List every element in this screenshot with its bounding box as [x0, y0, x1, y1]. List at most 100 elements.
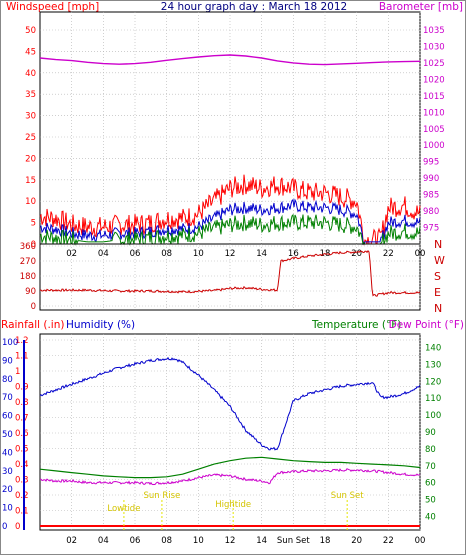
rainfall-axis-label: Rainfall (.in) — [1, 319, 64, 331]
dew-point-axis-label: Dew Point (°F) — [389, 319, 464, 331]
barometer-tick-label: 1010 — [423, 108, 445, 118]
barometer-tick-label: 1020 — [423, 75, 445, 85]
rainfall-tick-label: 0.2 — [15, 491, 29, 501]
barometer-tick-label: 1005 — [423, 125, 445, 135]
direction-tick-label: 270 — [20, 257, 36, 267]
x-tick-label: 06 — [130, 536, 141, 546]
humidity-tick-label: 100 — [2, 338, 18, 348]
x-tick-label: 00 — [415, 536, 426, 546]
event-label: Lowtide — [107, 504, 140, 514]
rainfall-tick-label: 0.1 — [15, 507, 29, 517]
humidity-axis-label: Humidity (%) — [66, 319, 135, 331]
barometer-tick-label: 1025 — [423, 59, 445, 69]
temperature-tick-label: 80 — [425, 445, 436, 455]
barometer-tick-label: 980 — [423, 207, 439, 217]
event-label: Sun Rise — [144, 491, 181, 501]
windspeed-tick-label: 5 — [31, 219, 36, 229]
temperature-tick-label: 120 — [425, 377, 441, 387]
x-tick-label: 18 — [320, 536, 331, 546]
x-tick-label: 12 — [225, 536, 236, 546]
temperature-tick-label: 140 — [425, 344, 441, 354]
rainfall-tick-label: 0.5 — [15, 445, 29, 455]
windspeed-axis-label: Windspeed [mph] — [6, 1, 99, 13]
temperature-tick-label: 50 — [425, 496, 436, 506]
barometer-tick-label: 1035 — [423, 26, 445, 36]
rainfall-tick-label: 0.6 — [15, 429, 29, 439]
temperature-tick-label: 110 — [425, 394, 441, 404]
humidity-tick-label: 20 — [2, 485, 13, 495]
temperature-tick-label: 100 — [425, 411, 441, 421]
x-tick-label: 02 — [66, 536, 77, 546]
direction-panel-series — [39, 249, 421, 297]
temperature-axis-label: Temperature (°F) — [311, 319, 401, 331]
barometer-tick-label: 1015 — [423, 92, 445, 102]
wind-gust-series — [39, 174, 421, 246]
temperature-series — [39, 456, 421, 479]
direction-tick-label: 360 — [20, 242, 36, 252]
compass-label: W — [434, 254, 445, 267]
rainfall-tick-label: 0.8 — [15, 398, 29, 408]
humidity-tick-label: 30 — [2, 467, 13, 477]
wind-panel-grid — [40, 12, 421, 245]
humidity-series — [39, 356, 421, 451]
humidity-tick-label: 40 — [2, 448, 13, 458]
barometer-tick-label: 990 — [423, 174, 439, 184]
windspeed-tick-label: 25 — [25, 133, 36, 143]
climate-panel-series — [39, 356, 421, 527]
humidity-tick-label: 80 — [2, 375, 13, 385]
wind-direction-series — [39, 249, 421, 297]
humidity-tick-label: 0 — [2, 522, 7, 532]
compass-label: S — [434, 270, 441, 283]
climate-panel-ticks: 02 04 06 08 10 12 14 Sun Set 18 20 22 0000.10.20.30… — [2, 336, 441, 546]
chart-title: 24 hour graph day : March 18 2012 — [161, 1, 347, 13]
event-label: Hightide — [215, 500, 251, 510]
event-label: Sun Set — [331, 491, 364, 501]
windspeed-tick-label: 30 — [25, 112, 36, 122]
direction-tick-label: 0 — [31, 302, 36, 312]
temperature-tick-label: 60 — [425, 479, 436, 489]
barometer-series — [39, 54, 421, 66]
barometer-tick-label: 1000 — [423, 141, 445, 151]
direction-tick-label: 180 — [20, 272, 36, 282]
rainfall-tick-label: 0 — [15, 522, 20, 532]
rainfall-tick-label: 1.1 — [15, 352, 29, 362]
compass-label: N — [434, 238, 442, 251]
humidity-tick-label: 60 — [2, 412, 13, 422]
rainfall-tick-label: 1.2 — [15, 336, 29, 346]
temperature-tick-label: 70 — [425, 462, 436, 472]
humidity-tick-label: 10 — [2, 504, 13, 514]
windspeed-tick-label: 40 — [25, 69, 36, 79]
barometer-tick-label: 995 — [423, 158, 439, 168]
barometer-axis-label: Barometer [mb] — [379, 1, 463, 13]
temperature-tick-label: 90 — [425, 428, 436, 438]
temperature-tick-label: 40 — [425, 512, 436, 522]
rainfall-tick-label: 0.3 — [15, 476, 29, 486]
windspeed-tick-label: 0 — [31, 240, 36, 250]
wind-average-series — [39, 198, 421, 246]
windspeed-tick-label: 45 — [25, 47, 36, 57]
compass-label: E — [434, 286, 441, 299]
humidity-tick-label: 50 — [2, 430, 13, 440]
rainfall-tick-label: 0.7 — [15, 414, 29, 424]
climate-panel-events: Lowtide Sun Rise Hightide Sun Set — [107, 491, 364, 530]
x-tick-label: 04 — [98, 536, 109, 546]
wind-low-series — [39, 213, 421, 246]
windspeed-tick-label: 10 — [25, 197, 36, 207]
dew-point-series — [40, 468, 421, 486]
windspeed-tick-label: 50 — [25, 26, 36, 36]
compass-label: N — [434, 302, 442, 315]
barometer-tick-label: 1030 — [423, 42, 445, 52]
x-tick-label: 10 — [193, 536, 204, 546]
humidity-tick-label: 70 — [2, 393, 13, 403]
temperature-tick-label: 130 — [425, 360, 441, 370]
barometer-tick-label: 975 — [423, 224, 439, 234]
x-tick-label: 08 — [161, 536, 172, 546]
humidity-tick-label: 90 — [2, 356, 13, 366]
windspeed-tick-label: 35 — [25, 90, 36, 100]
direction-tick-label: 90 — [25, 287, 36, 297]
x-tick-label: Sun Set — [277, 536, 310, 546]
